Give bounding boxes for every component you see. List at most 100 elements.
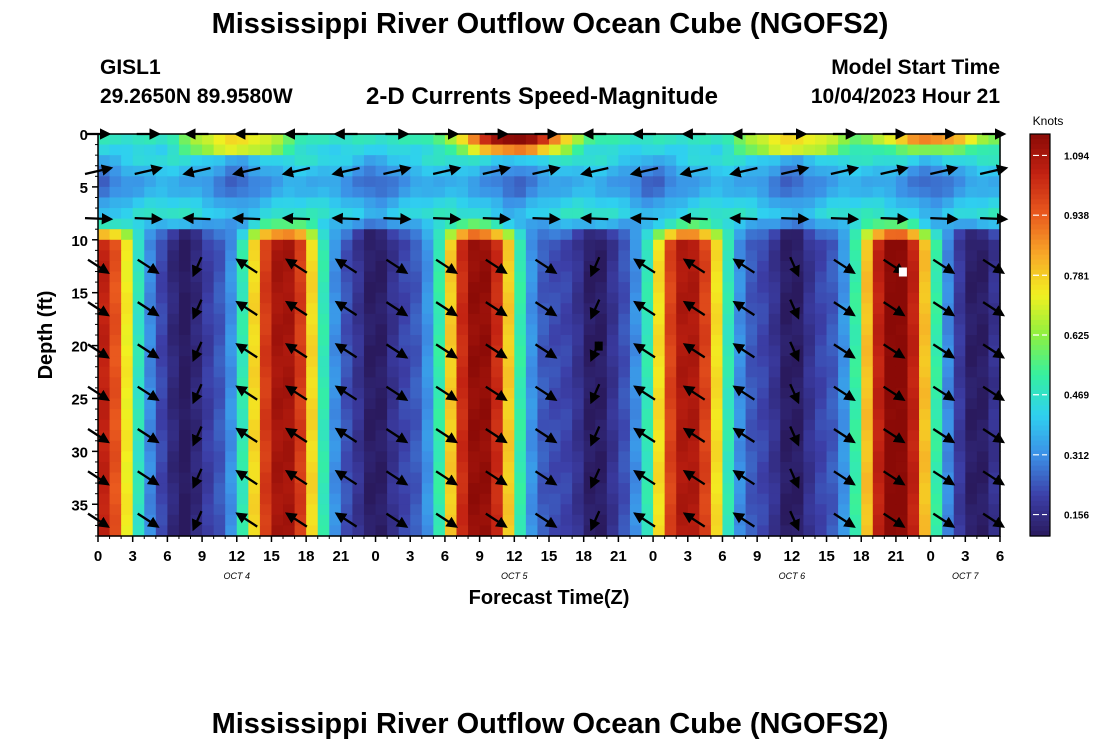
heatmap-cell [259,461,273,474]
heatmap-cell [491,377,504,389]
heatmap-cell [942,239,955,251]
heatmap-cell [236,313,249,326]
heatmap-cell [965,313,978,326]
heatmap-cell [549,271,562,283]
heatmap-cell [838,250,851,262]
heatmap-cell [502,324,515,336]
heatmap-cell [283,324,296,336]
colorbar-segment [1030,390,1050,396]
heatmap-cell [202,218,215,230]
heatmap-cell [387,208,400,220]
heatmap-cell [479,345,492,357]
colorbar-segment [1030,309,1050,316]
heatmap-cell [456,239,469,251]
heatmap-cell [375,504,388,516]
heatmap-cell [884,250,897,262]
current-arrow [682,427,706,443]
heatmap-cell [965,250,978,262]
heatmap-cell [294,165,307,177]
x-axis-label: Forecast Time(Z) [469,587,630,609]
heatmap-cell [259,387,273,400]
heatmap-cell [710,208,724,220]
heatmap-cell [676,345,689,357]
heatmap-cell [317,250,330,262]
heatmap-cell [814,197,828,209]
heatmap-cell [340,134,354,146]
heatmap-cell [236,451,249,463]
heatmap-cell [167,514,180,527]
heatmap-cell [710,345,724,357]
current-arrow [231,212,261,225]
heatmap-cell [710,250,724,262]
heatmap-cell [375,366,388,378]
heatmap-cell [202,208,215,220]
heatmap-cell [479,472,492,484]
heatmap-cell [236,335,249,347]
heatmap-cell [109,218,122,230]
heatmap-cell [178,345,192,357]
heatmap-cell [803,398,816,410]
heatmap-cell [803,218,816,230]
heatmap-cell [514,208,527,220]
heatmap-cell [283,271,296,283]
heatmap-cell [988,313,1001,326]
heatmap-cell [988,239,1001,251]
heatmap-cell [248,292,261,304]
heatmap-cell [965,186,978,199]
heatmap-cell [572,461,585,474]
heatmap-cell [132,260,145,273]
heatmap-cell [202,345,215,357]
heatmap-cell [202,366,215,378]
heatmap-cell [468,366,481,378]
heatmap-cell [930,451,943,463]
heatmap-cell [444,419,458,431]
heatmap-cell [838,335,851,347]
heatmap-cell [572,387,585,400]
heatmap-cell [710,260,724,273]
heatmap-cell [629,377,643,389]
heatmap-cell [895,504,909,516]
heatmap-cell [306,250,319,262]
heatmap-cell [722,260,735,273]
heatmap-cell [768,356,781,368]
heatmap-cell [861,451,874,463]
heatmap-cell [595,440,608,452]
heatmap-cell [410,472,423,484]
heatmap-cell [491,313,504,326]
heatmap-cell [202,514,215,527]
heatmap-cell [664,155,677,167]
heatmap-cell [907,419,920,431]
heatmap-cell [444,409,458,421]
heatmap-cell [294,387,307,400]
heatmap-cell [178,250,192,262]
heatmap-cell [202,335,215,347]
heatmap-cell [560,472,573,484]
heatmap-cell [768,155,781,167]
heatmap-cell [167,525,180,537]
heatmap-cell [595,472,608,484]
heatmap-cell [433,525,446,537]
heatmap-cell [456,377,469,389]
heatmap-cell [363,451,377,463]
heatmap-cell [814,250,828,262]
heatmap-cell [421,324,434,336]
heatmap-cell [317,451,330,463]
heatmap-cell [98,377,111,389]
heatmap-cell [537,208,550,220]
heatmap-cell [502,218,515,230]
heatmap-cell [167,218,180,230]
heatmap-cell [375,335,388,347]
heatmap-cell [826,282,839,294]
heatmap-cell [109,208,122,220]
heatmap-cell [294,186,307,199]
heatmap-cell [144,250,157,262]
current-arrow [435,301,459,317]
heatmap-cell [236,155,249,167]
heatmap-cell [155,282,168,294]
heatmap-cell [317,483,330,495]
current-arrow [182,166,211,178]
current-arrow [235,385,258,401]
heatmap-cell [803,345,816,357]
heatmap-cell [329,398,342,410]
heatmap-cell [167,409,180,421]
